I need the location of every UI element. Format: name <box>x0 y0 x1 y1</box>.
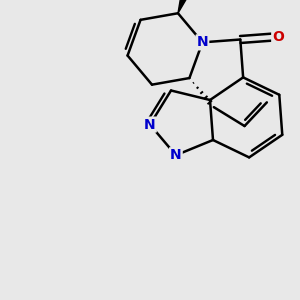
Text: N: N <box>196 35 208 50</box>
Text: N: N <box>144 118 156 132</box>
Text: O: O <box>272 30 284 44</box>
Polygon shape <box>178 0 188 13</box>
Text: N: N <box>170 148 182 162</box>
